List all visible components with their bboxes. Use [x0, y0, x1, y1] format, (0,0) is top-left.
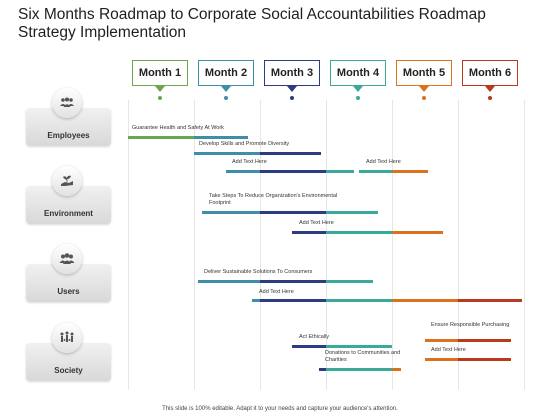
task-label: Donations to Communities and Charities [325, 350, 401, 363]
bar-segment [326, 170, 354, 173]
bar-segment [194, 152, 260, 155]
bar-segment [292, 231, 326, 234]
month-3-header: Month 3 [264, 60, 320, 86]
task-bar [198, 280, 373, 283]
month-1-header: Month 1 [132, 60, 188, 86]
bar-segment [458, 299, 522, 302]
month-6-pointer [485, 86, 495, 92]
month-2-dot [224, 96, 228, 100]
task-bar [252, 299, 522, 302]
users-icon [52, 244, 82, 274]
grid-line [524, 100, 525, 390]
bar-segment [326, 299, 392, 302]
month-4-pointer [353, 86, 363, 92]
month-6-label: Month 6 [468, 67, 512, 79]
task-label: Ensure Responsible Purchasing [431, 322, 510, 328]
task-bar [292, 345, 392, 348]
bar-segment [260, 299, 326, 302]
month-4-dot [356, 96, 360, 100]
category-label: Employees [47, 131, 90, 140]
month-3-pointer [287, 86, 297, 92]
month-5-pointer [419, 86, 429, 92]
month-4-label: Month 4 [336, 67, 380, 79]
grid-line [128, 100, 129, 390]
bar-segment [202, 211, 260, 214]
task-bar [425, 358, 511, 361]
task-bar [226, 170, 354, 173]
grid-line [458, 100, 459, 390]
bar-segment [392, 299, 458, 302]
month-1-pointer [155, 86, 165, 92]
task-label: Add Text Here [431, 347, 466, 353]
bar-segment [198, 280, 260, 283]
group-people-icon [52, 88, 82, 118]
category-label: Environment [44, 209, 93, 218]
bar-segment [292, 345, 326, 348]
month-1-label: Month 1 [138, 67, 182, 79]
task-label: Add Text Here [232, 159, 267, 165]
task-bar [425, 339, 511, 342]
bar-segment [425, 358, 458, 361]
task-label: Take Steps To Reduce Organization's Envi… [209, 193, 338, 206]
slide-title: Six Months Roadmap to Corporate Social A… [18, 6, 486, 41]
month-3-label: Month 3 [270, 67, 314, 79]
grid-line [326, 100, 327, 390]
bar-segment [359, 170, 392, 173]
grid-line [194, 100, 195, 390]
bar-segment [458, 358, 511, 361]
footer-note: This slide is 100% editable. Adapt it to… [162, 406, 398, 412]
task-label: Add Text Here [366, 159, 401, 165]
bar-segment [252, 299, 260, 302]
grid-line [260, 100, 261, 390]
month-1-dot [158, 96, 162, 100]
bar-segment [425, 339, 458, 342]
bar-segment [260, 152, 321, 155]
task-label: Act Ethically [299, 334, 329, 340]
month-2-label: Month 2 [204, 67, 248, 79]
bar-segment [319, 368, 326, 371]
bar-segment [226, 170, 260, 173]
month-6-header: Month 6 [462, 60, 518, 86]
task-bar [319, 368, 401, 371]
month-2-header: Month 2 [198, 60, 254, 86]
bar-segment [326, 280, 373, 283]
bar-segment [392, 368, 401, 371]
month-5-label: Month 5 [402, 67, 446, 79]
month-4-header: Month 4 [330, 60, 386, 86]
bar-segment [260, 280, 326, 283]
month-5-header: Month 5 [396, 60, 452, 86]
bar-segment [326, 345, 392, 348]
bar-segment [194, 136, 248, 139]
bar-segment [392, 231, 443, 234]
task-label: Deliver Sustainable Solutions To Consume… [204, 269, 313, 275]
month-6-dot [488, 96, 492, 100]
bar-segment [128, 136, 194, 139]
task-bar [194, 152, 321, 155]
task-bar [128, 136, 248, 139]
task-label: Add Text Here [299, 220, 334, 226]
bar-segment [326, 368, 392, 371]
category-label: Users [57, 287, 80, 296]
month-3-dot [290, 96, 294, 100]
grid-line [392, 100, 393, 390]
hand-plant-icon [52, 166, 82, 196]
bar-segment [260, 170, 326, 173]
bar-segment [326, 211, 378, 214]
task-bar [292, 231, 443, 234]
category-label: Society [54, 366, 83, 375]
task-bar [359, 170, 428, 173]
bar-segment [458, 339, 511, 342]
bar-segment [392, 170, 428, 173]
task-label: Guarantee Health and Safety At Work [132, 125, 224, 131]
task-bar [202, 211, 378, 214]
society-people-icon [52, 323, 82, 353]
bar-segment [260, 211, 326, 214]
bar-segment [326, 231, 392, 234]
task-label: Develop Skills and Promote Diversity [199, 141, 290, 147]
month-2-pointer [221, 86, 231, 92]
month-5-dot [422, 96, 426, 100]
task-label: Add Text Here [259, 289, 294, 295]
